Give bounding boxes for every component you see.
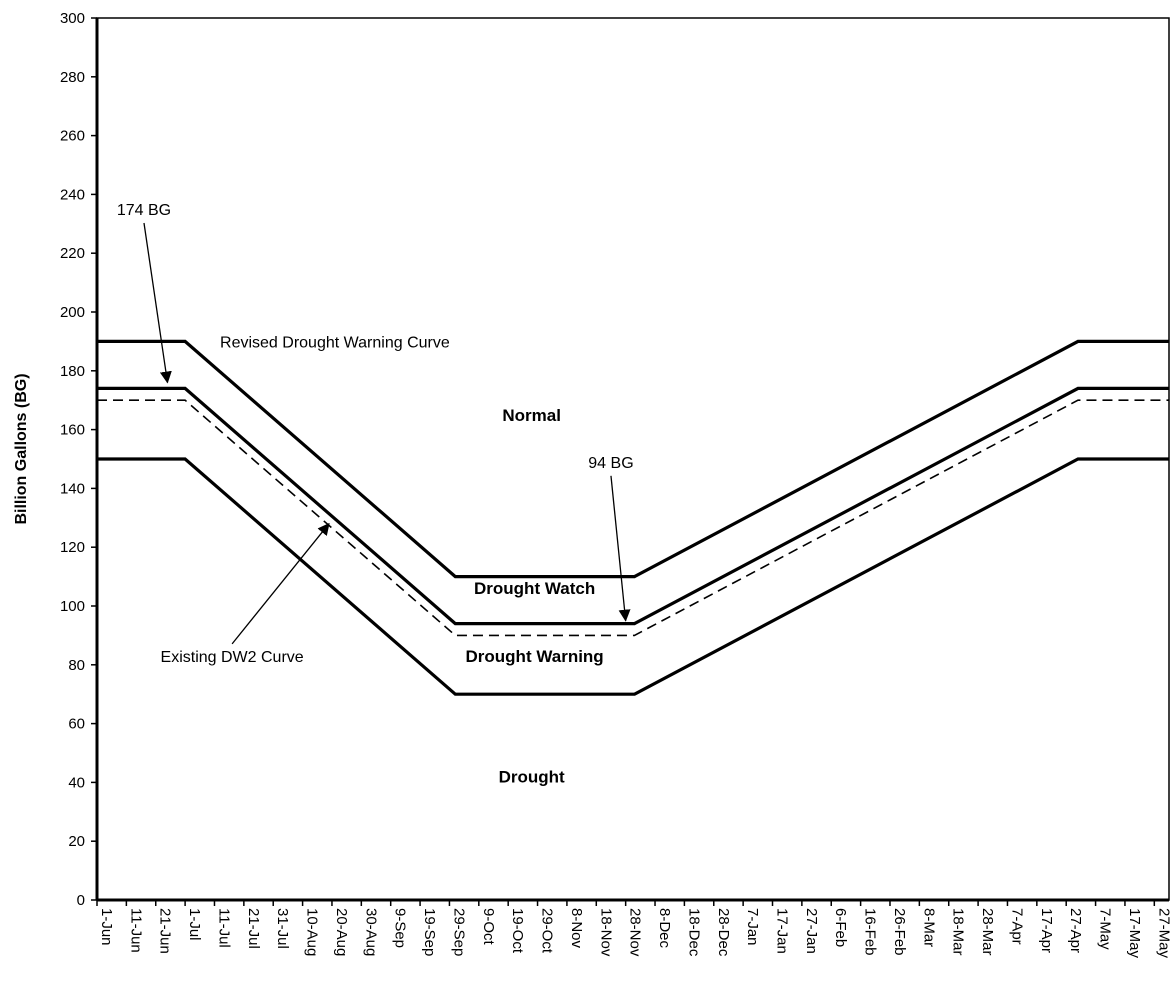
x-tick-label: 28-Nov <box>627 908 644 957</box>
x-tick-label: 27-Jan <box>803 908 820 954</box>
annotation-label: Drought Watch <box>474 579 595 598</box>
series-line-revised <box>97 386 1169 626</box>
annotation-label: 94 BG <box>588 455 633 472</box>
annotation-arrow <box>231 522 330 645</box>
x-tick-label: 17-Jan <box>774 908 791 954</box>
x-tick-label: 27-Apr <box>1067 908 1084 953</box>
x-tick-label: 1-Jul <box>186 908 203 941</box>
x-tick-label: 10-Aug <box>304 908 321 956</box>
y-tick-label: 0 <box>77 892 85 909</box>
x-tick-label: 11-Jul <box>215 908 232 948</box>
y-tick-label: 220 <box>60 245 85 262</box>
annotation-label: Drought Warning <box>466 647 604 666</box>
annotation-label: Revised Drought Warning Curve <box>220 334 450 351</box>
x-tick-label: 30-Aug <box>362 908 379 956</box>
x-tick-label: 29-Sep <box>450 908 467 956</box>
y-tick-label: 160 <box>60 422 85 439</box>
x-tick-label: 29-Oct <box>539 908 556 954</box>
x-tick-label: 31-Jul <box>274 908 291 949</box>
x-tick-label: 8-Nov <box>568 908 585 949</box>
x-tick-label: 19-Sep <box>421 908 438 956</box>
annotation-label: Drought <box>499 767 565 786</box>
y-tick-label: 120 <box>60 539 85 556</box>
x-tick-label: 9-Sep <box>392 908 409 948</box>
x-tick-label: 11-Jun <box>127 908 144 953</box>
y-tick-label: 180 <box>60 363 85 380</box>
x-tick-label: 9-Oct <box>480 908 497 946</box>
x-tick-label: 28-Mar <box>979 908 996 956</box>
annotation-label: 174 BG <box>117 202 171 219</box>
y-tick-label: 140 <box>60 480 85 497</box>
x-tick-label: 18-Nov <box>597 908 614 957</box>
series-layer <box>97 339 1169 696</box>
x-tick-label: 26-Feb <box>891 908 908 956</box>
y-tick-label: 80 <box>68 657 85 674</box>
y-tick-label: 20 <box>68 833 85 850</box>
x-tick-label: 6-Feb <box>832 908 849 947</box>
x-axis: 1-Jun 11-Jun 21-Jun 1-Jul 11-Jul 21-Jul 31-Jul… <box>96 900 1172 959</box>
y-tick-label: 100 <box>60 598 85 615</box>
x-tick-label: 16-Feb <box>862 908 879 956</box>
x-tick-label: 27-May <box>1155 908 1172 959</box>
x-tick-label: 1-Jun <box>98 908 115 946</box>
y-tick-label: 300 <box>60 10 85 27</box>
x-tick-label: 17-Apr <box>1038 908 1055 953</box>
x-tick-label: 8-Dec <box>656 908 673 949</box>
x-tick-label: 28-Dec <box>715 908 732 957</box>
series-line-existing <box>97 399 1169 637</box>
x-tick-label: 18-Mar <box>950 908 967 956</box>
x-tick-label: 17-May <box>1126 908 1143 959</box>
x-tick-label: 8-Mar <box>920 908 937 947</box>
x-tick-label: 20-Aug <box>333 908 350 956</box>
series-line-lower <box>97 457 1169 696</box>
series-line-upper <box>97 339 1169 579</box>
y-axis-title-group: Billion Gallons (BG) <box>13 373 30 524</box>
annotation-label: Existing DW2 Curve <box>161 649 304 666</box>
x-tick-label: 19-Oct <box>509 908 526 954</box>
x-tick-label: 7-Jan <box>744 908 761 946</box>
annotation-label: Normal <box>502 406 561 425</box>
y-tick-label: 280 <box>60 69 85 86</box>
x-tick-label: 21-Jul <box>245 908 262 949</box>
x-tick-label: 18-Dec <box>685 908 702 957</box>
annotation-arrow <box>610 475 631 622</box>
y-tick-label: 260 <box>60 128 85 145</box>
y-tick-label: 60 <box>68 716 85 733</box>
x-tick-label: 7-Apr <box>1008 908 1025 945</box>
y-tick-label: 200 <box>60 304 85 321</box>
annotation-arrow <box>143 222 172 384</box>
x-tick-label: 7-May <box>1097 908 1114 950</box>
y-axis-title: Billion Gallons (BG) <box>13 373 30 524</box>
y-tick-label: 240 <box>60 186 85 203</box>
x-tick-label: 21-Jun <box>157 908 174 954</box>
y-axis: 0 20 40 60 80 100 120 140 160 180 200 220 240 260 280 3… <box>60 10 97 909</box>
y-tick-label: 40 <box>68 774 85 791</box>
annotation-layer: 174 BG 94 BG Existing DW2 Curve Revised Dro… <box>117 202 634 786</box>
